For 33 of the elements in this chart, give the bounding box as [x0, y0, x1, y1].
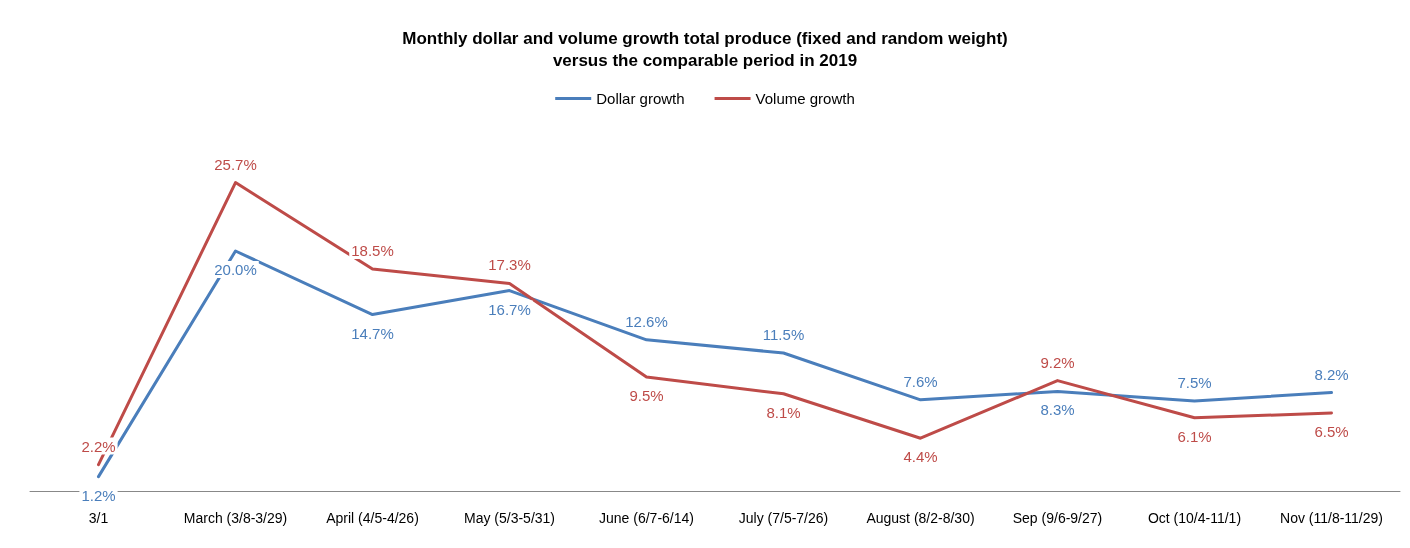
- data-label: 18.5%: [351, 242, 394, 259]
- data-label: 25.7%: [214, 155, 257, 173]
- x-tick-label: Oct (10/4-11/1): [1147, 510, 1242, 526]
- x-tick-label: July (7/5-7/26): [738, 510, 829, 526]
- data-label: 16.7%: [488, 300, 531, 318]
- legend-label: Dollar growth: [596, 90, 685, 107]
- x-tick-label: August (8/2-8/30): [866, 510, 975, 526]
- x-tick-label: Nov (11/8-11/29): [1280, 510, 1383, 526]
- x-tick-label: Sep (9/6-9/27): [1012, 510, 1103, 526]
- data-label: 8.1%: [766, 403, 801, 421]
- x-tick-label: 3/1: [88, 510, 109, 526]
- data-label: 1.2%: [81, 486, 116, 504]
- data-label: 17.3%: [488, 256, 531, 274]
- chart-title: Monthly dollar and volume growth total produce (fixed and random weight) versus the comparable period in 2019: [402, 28, 1008, 70]
- data-label: 14.7%: [351, 324, 394, 342]
- data-label: 6.5%: [1314, 423, 1349, 440]
- legend-label: Volume growth: [755, 90, 855, 107]
- data-label: 7.6%: [903, 372, 938, 390]
- data-label: 11.5%: [762, 326, 805, 343]
- data-label: 7.5%: [1177, 374, 1212, 391]
- x-tick-label: March (3/8-3/29): [183, 510, 288, 526]
- data-label: 8.3%: [1040, 401, 1075, 419]
- data-label: 12.6%: [625, 312, 668, 330]
- x-tick-label: June (6/7-6/14): [599, 510, 694, 526]
- data-label: 9.2%: [1040, 353, 1075, 371]
- data-label: 9.5%: [629, 387, 664, 404]
- data-label: 4.4%: [903, 448, 938, 466]
- x-tick-label: May (5/3-5/31): [463, 510, 556, 526]
- data-label: 6.1%: [1177, 427, 1212, 445]
- data-label: 2.2%: [81, 437, 116, 455]
- data-label: 20.0%: [214, 261, 257, 278]
- data-label: 8.2%: [1314, 365, 1349, 383]
- x-tick-label: April (4/5-4/26): [326, 510, 419, 526]
